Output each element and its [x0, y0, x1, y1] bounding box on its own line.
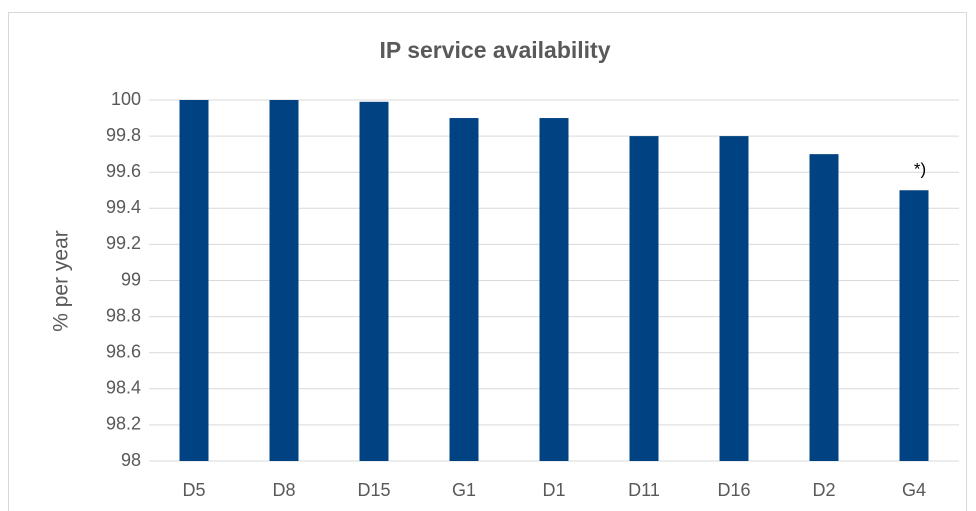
- x-tick-label: D5: [182, 480, 205, 500]
- x-tick-label: D16: [717, 480, 750, 500]
- y-tick-label: 98.6: [106, 341, 141, 361]
- x-tick-label: D2: [812, 480, 835, 500]
- x-tick-label: D15: [357, 480, 390, 500]
- x-tick-label: G4: [902, 480, 926, 500]
- bar: [449, 118, 479, 462]
- chart-frame: [8, 12, 967, 511]
- x-tick-label: D8: [272, 480, 295, 500]
- y-tick-label: 99.8: [106, 125, 141, 145]
- bar: [539, 118, 569, 462]
- chart-title: IP service availability: [379, 37, 610, 63]
- y-tick-label: 99.2: [106, 233, 141, 253]
- bar: [629, 136, 659, 461]
- y-tick-label: 98.2: [106, 414, 141, 434]
- x-tick-label: D11: [628, 480, 660, 500]
- bar: [719, 136, 749, 461]
- y-tick-label: 100: [111, 89, 141, 109]
- y-tick-label: 99: [121, 269, 141, 289]
- x-tick-label: G1: [452, 480, 476, 500]
- bar: [269, 100, 299, 461]
- y-tick-label: 99.6: [106, 161, 141, 181]
- bar: [179, 100, 209, 461]
- bar: [809, 154, 839, 461]
- y-tick-label: 98.4: [106, 378, 141, 398]
- y-tick-label: 98.8: [106, 305, 141, 325]
- x-tick-label: D1: [542, 480, 565, 500]
- bar: [359, 101, 389, 462]
- bar: [899, 190, 929, 461]
- annotation: *): [914, 160, 926, 179]
- y-tick-label: 99.4: [106, 197, 141, 217]
- y-tick-label: 98: [121, 450, 141, 470]
- y-axis-label: % per year: [50, 230, 73, 332]
